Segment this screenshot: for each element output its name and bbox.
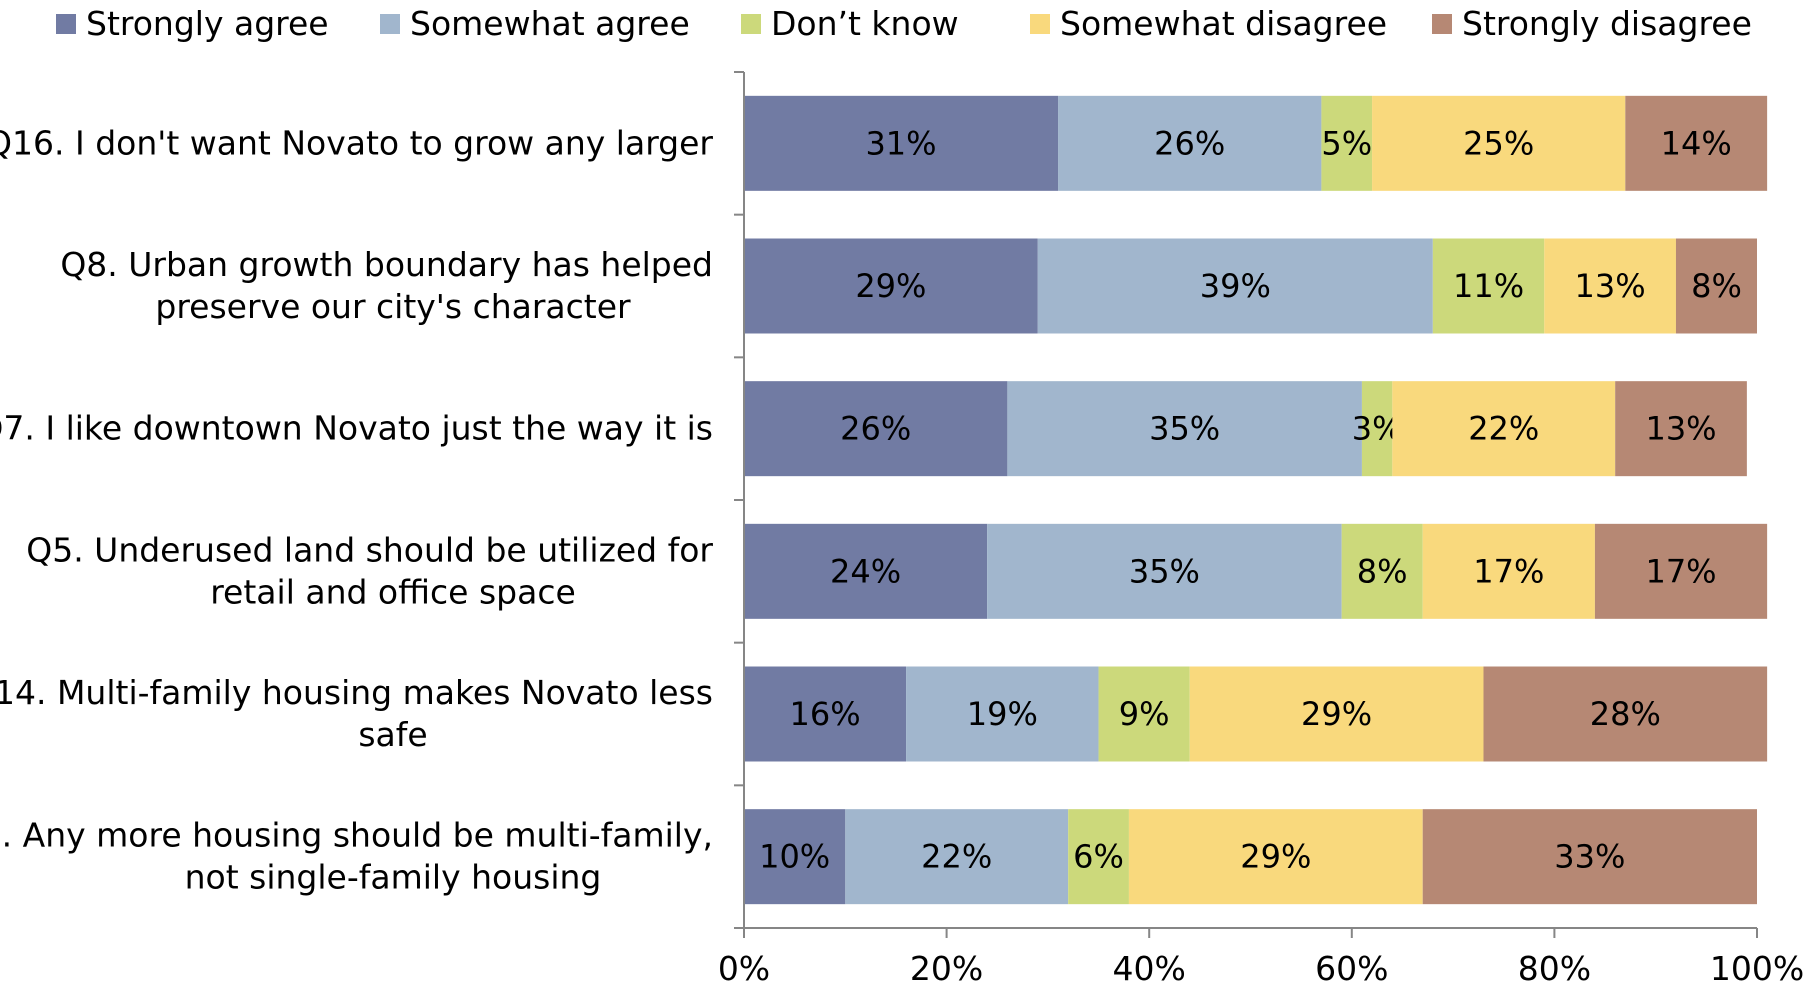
data-label-6-2: 22% [921,838,992,876]
data-label-3-5: 13% [1645,410,1716,448]
bar-segment-5-3 [1098,666,1190,762]
bar-segment-1-2 [1058,95,1322,191]
x-tick-label-3: 40% [1113,949,1186,988]
data-label-1-1: 31% [865,124,936,162]
bar-segment-1-3 [1321,95,1373,191]
legend-label-1: Strongly agree [86,4,329,43]
data-label-5-5: 28% [1590,695,1661,733]
bar-segment-2-5 [1675,238,1757,334]
legend-swatch-3 [741,14,761,34]
bar-segment-3-5 [1615,381,1747,477]
data-label-5-2: 19% [967,695,1038,733]
data-label-2-5: 8% [1691,267,1742,305]
bar-segment-2-4 [1544,238,1676,334]
bar-segment-6-1 [744,809,846,905]
bar-segment-1-4 [1372,95,1626,191]
bar-segment-3-3 [1361,381,1393,477]
data-label-1-4: 25% [1463,124,1534,162]
bar-segment-5-5 [1483,666,1768,762]
legend-label-2: Somewhat agree [410,4,690,43]
bar-segment-2-3 [1432,238,1545,334]
bar-segment-6-5 [1422,809,1757,905]
category-label-5-line-2: safe [358,715,427,754]
x-tick-label-2: 20% [910,949,983,988]
category-label-6-line-2: not single-family housing [185,858,602,897]
legend-label-4: Somewhat disagree [1060,4,1387,43]
bar-segment-2-2 [1037,238,1433,334]
bar-segment-1-1 [744,95,1059,191]
x-tick-label-1: 0% [718,949,770,988]
data-label-4-3: 8% [1357,552,1408,590]
bar-segment-5-2 [906,666,1099,762]
bar-segment-5-4 [1189,666,1484,762]
data-label-5-4: 29% [1301,695,1372,733]
category-label-4-line-2: retail and office space [210,572,576,611]
x-tick-label-4: 60% [1315,949,1388,988]
bar-segment-4-3 [1341,523,1423,619]
category-label-1-line-1: Q16. I don't want Novato to grow any lar… [0,123,713,162]
data-label-3-4: 22% [1468,410,1539,448]
bar-segment-3-1 [744,381,1008,477]
legend-label-5: Strongly disagree [1462,4,1752,43]
bar-segment-4-5 [1594,523,1768,619]
data-label-5-1: 16% [789,695,860,733]
data-label-4-4: 17% [1473,552,1544,590]
category-label-6-line-1: Q13. Any more housing should be multi-fa… [0,816,713,855]
data-label-6-4: 29% [1240,838,1311,876]
x-tick-label-5: 80% [1518,949,1591,988]
category-label-5-line-1: Q14. Multi-family housing makes Novato l… [0,673,713,712]
legend-swatch-4 [1030,14,1050,34]
legend-swatch-1 [56,14,76,34]
data-label-4-2: 35% [1129,552,1200,590]
bar-segment-6-2 [845,809,1069,905]
category-label-3-line-1: Q7. I like downtown Novato just the way … [0,409,713,448]
data-label-1-2: 26% [1154,124,1225,162]
legend-label-3: Don’t know [771,4,959,43]
bar-segment-4-2 [987,523,1342,619]
legend-swatch-5 [1432,14,1452,34]
data-label-2-2: 39% [1200,267,1271,305]
bar-segment-2-1 [744,238,1038,334]
data-label-4-5: 17% [1645,552,1716,590]
bar-segment-6-3 [1068,809,1129,905]
data-label-2-4: 13% [1575,267,1646,305]
data-label-5-3: 9% [1119,695,1170,733]
bar-segment-3-2 [1007,381,1362,477]
category-label-2-line-2: preserve our city's character [155,287,631,326]
data-label-6-5: 33% [1554,838,1625,876]
data-label-2-3: 11% [1453,267,1524,305]
bar-segment-5-1 [744,666,907,762]
legend-swatch-2 [380,14,400,34]
data-label-6-1: 10% [759,838,830,876]
data-label-1-5: 14% [1661,124,1732,162]
data-label-6-3: 6% [1073,838,1124,876]
x-tick-label-6: 100% [1710,949,1804,988]
bar-segment-4-1 [744,523,988,619]
data-label-3-1: 26% [840,410,911,448]
data-label-1-3: 5% [1321,124,1372,162]
bar-segment-3-4 [1392,381,1616,477]
bar-segment-4-4 [1422,523,1595,619]
category-label-2-line-1: Q8. Urban growth boundary has helped [60,245,713,284]
bar-segment-6-4 [1128,809,1423,905]
bar-segment-1-5 [1625,95,1768,191]
data-label-3-2: 35% [1149,410,1220,448]
data-label-4-1: 24% [830,552,901,590]
data-label-2-1: 29% [855,267,926,305]
category-label-4-line-1: Q5. Underused land should be utilized fo… [26,530,713,569]
